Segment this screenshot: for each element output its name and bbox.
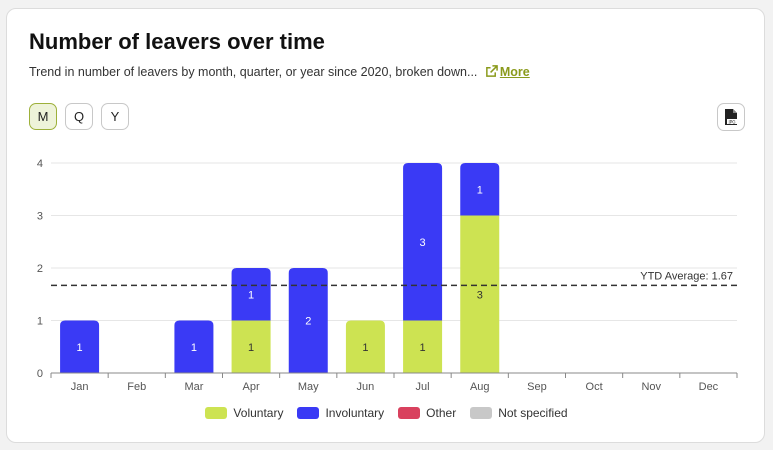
bar-segment [231,268,271,321]
y-tick-label: 1 [37,316,43,328]
legend-item[interactable]: Other [398,406,456,420]
external-link-icon [485,65,498,77]
x-tick-label: Mar [184,381,203,393]
bar-value-label: 2 [305,316,311,328]
bar-segment [403,163,443,321]
x-tick-label: Nov [641,381,661,393]
bar-value-label: 3 [420,237,426,249]
card-title: Number of leavers over time [29,29,325,54]
x-tick-label: May [298,381,319,393]
period-year-button[interactable]: Y [101,103,129,130]
bar-value-label: 1 [420,342,426,354]
x-tick-label: Feb [127,381,146,393]
x-tick-label: Oct [586,381,603,393]
y-tick-label: 2 [37,263,43,275]
bar-segment [60,320,100,373]
bar-segment [403,320,443,373]
bar-segment [231,320,271,373]
legend-swatch [398,407,421,419]
bar-value-label: 1 [191,342,197,354]
bar-value-label: 1 [248,289,254,301]
bar-value-label: 1 [77,342,83,354]
x-tick-label: Sep [527,381,547,393]
legend-item[interactable]: Not specified [470,406,568,420]
more-link[interactable]: More [485,65,530,79]
legend-item[interactable]: Voluntary [205,406,283,420]
legend-label: Involuntary [325,406,385,420]
svg-text:JPG: JPG [727,119,735,124]
legend-label: Other [426,406,457,420]
y-tick-label: 0 [37,368,43,380]
bar-segment [460,163,500,216]
chart-legend: Voluntary Involuntary Other Not specified [7,406,766,420]
x-tick-label: Jun [357,381,375,393]
leavers-bar-chart: 0 1 2 3 4 1 Jan Feb 1 Mar 1 1 Apr 2 May 1 Jun 1 3 Jul 3 1 Aug S… [37,158,738,393]
legend-label: Not specified [498,406,568,420]
bar-value-label: 1 [248,342,254,354]
bar-segment [288,268,328,373]
x-tick-label: Aug [470,381,490,393]
bar-value-label: 3 [477,289,483,301]
x-tick-label: Jul [416,381,430,393]
legend-swatch [297,407,320,419]
legend-swatch [470,407,493,419]
y-tick-label: 3 [37,211,43,223]
leavers-chart-card: Number of leavers over time Trend in num… [6,8,765,443]
card-subtitle: Trend in number of leavers by month, qua… [29,65,530,79]
x-tick-label: Apr [243,381,260,393]
period-month-button[interactable]: M [29,103,57,130]
period-quarter-button[interactable]: Q [65,103,93,130]
x-tick-label: Jan [71,381,89,393]
bar-segment [174,320,214,373]
bar-value-label: 1 [362,342,368,354]
ytd-average-label: YTD Average: 1.67 [640,270,733,282]
x-tick-label: Dec [699,381,719,393]
jpg-export-icon: JPG [725,109,737,125]
more-label: More [499,65,530,79]
bar-value-label: 1 [477,184,483,196]
legend-label: Voluntary [233,406,284,420]
legend-swatch [205,407,228,419]
y-tick-label: 4 [37,158,43,170]
export-jpg-button[interactable]: JPG [717,103,745,131]
subtitle-text: Trend in number of leavers by month, qua… [29,65,478,79]
bar-segment [460,215,500,373]
legend-item[interactable]: Involuntary [297,406,384,420]
bar-segment [345,320,385,373]
